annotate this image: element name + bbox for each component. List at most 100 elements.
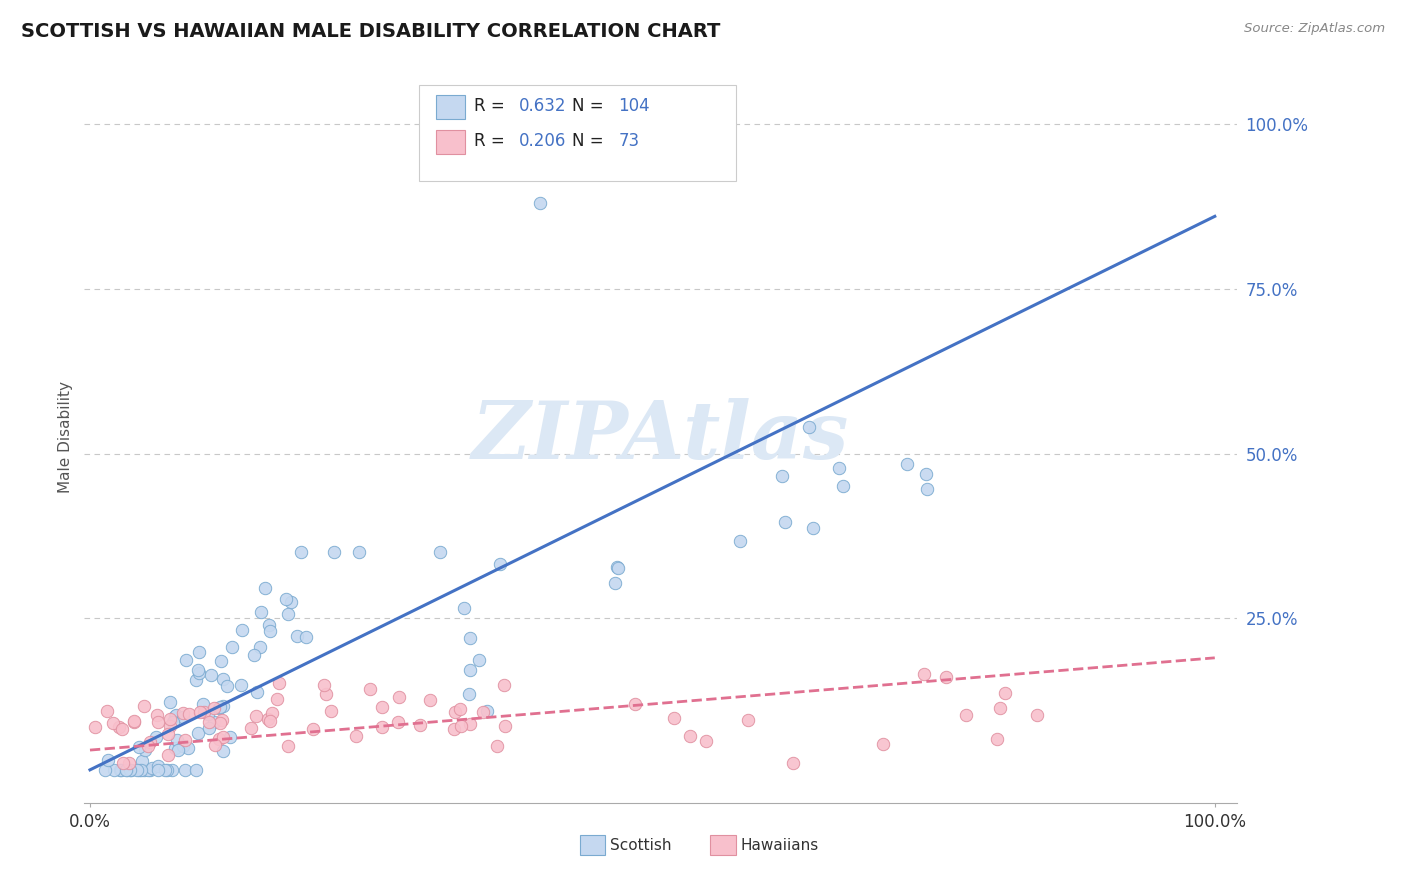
Text: 0.632: 0.632 (519, 96, 567, 115)
Point (208, 701, 231, 715)
Point (458, 631, 481, 645)
Point (97, 753, 120, 767)
Point (212, 731, 235, 745)
Point (770, 469, 793, 483)
Point (664, 711, 686, 725)
Point (896, 457, 918, 471)
Point (773, 515, 796, 529)
Text: R =: R = (474, 132, 510, 150)
Point (1025, 707, 1047, 722)
Point (277, 739, 299, 754)
Point (163, 740, 186, 755)
Point (294, 631, 316, 645)
Point (623, 697, 645, 711)
Text: Source: ZipAtlas.com: Source: ZipAtlas.com (1244, 22, 1385, 36)
Point (193, 705, 215, 719)
Point (486, 739, 509, 754)
FancyBboxPatch shape (710, 835, 735, 855)
Point (259, 624, 281, 638)
Point (737, 713, 759, 727)
Point (146, 714, 169, 729)
Point (679, 729, 702, 743)
Point (132, 698, 155, 713)
Point (250, 605, 273, 619)
Point (231, 623, 253, 637)
Text: 73: 73 (619, 132, 640, 150)
Point (124, 714, 146, 729)
Point (101, 716, 124, 731)
Point (172, 739, 194, 753)
Point (249, 640, 271, 654)
Point (174, 653, 197, 667)
Point (915, 483, 938, 497)
Point (828, 460, 851, 475)
Point (163, 709, 186, 723)
Point (146, 707, 169, 722)
Point (801, 521, 824, 535)
Point (211, 713, 233, 727)
Point (988, 700, 1011, 714)
Point (145, 730, 167, 744)
Point (915, 467, 938, 481)
Point (782, 756, 804, 771)
Point (323, 545, 346, 559)
Point (118, 756, 141, 771)
Point (209, 700, 232, 714)
Point (134, 743, 156, 757)
Point (208, 716, 231, 731)
Point (197, 721, 219, 735)
Point (167, 743, 190, 757)
Text: Hawaiians: Hawaiians (741, 838, 818, 853)
Point (219, 730, 242, 744)
Point (321, 704, 343, 718)
Point (429, 545, 451, 559)
Point (245, 685, 267, 699)
Point (912, 667, 935, 681)
Point (202, 715, 225, 730)
Point (730, 534, 752, 549)
Point (315, 687, 337, 701)
Point (117, 763, 139, 777)
Point (450, 719, 472, 733)
Point (245, 709, 267, 723)
Point (108, 763, 131, 777)
Point (156, 763, 179, 777)
Point (184, 673, 207, 687)
Point (259, 714, 281, 728)
Point (111, 723, 134, 737)
Point (187, 645, 209, 659)
Point (115, 763, 138, 777)
Point (471, 705, 494, 719)
Point (256, 713, 278, 727)
Point (606, 559, 628, 574)
Point (187, 663, 209, 677)
Point (94, 763, 117, 777)
FancyBboxPatch shape (581, 835, 606, 855)
Point (453, 600, 475, 615)
Point (359, 682, 381, 697)
Point (209, 654, 232, 668)
Text: Scottish: Scottish (610, 838, 672, 853)
Point (254, 582, 277, 596)
Point (146, 759, 169, 773)
Point (467, 653, 489, 667)
Point (277, 607, 299, 621)
Point (695, 734, 717, 748)
Point (994, 685, 1017, 699)
Point (131, 754, 153, 768)
Point (457, 687, 479, 701)
Point (266, 691, 288, 706)
Point (141, 761, 163, 775)
Point (290, 545, 312, 559)
Point (475, 704, 498, 718)
Point (606, 561, 628, 575)
Point (103, 763, 125, 777)
Point (173, 710, 195, 724)
Point (371, 720, 394, 734)
Text: N =: N = (572, 132, 609, 150)
Point (136, 739, 159, 753)
Point (153, 763, 176, 777)
Point (797, 420, 820, 434)
Point (302, 722, 325, 736)
Point (212, 744, 235, 758)
